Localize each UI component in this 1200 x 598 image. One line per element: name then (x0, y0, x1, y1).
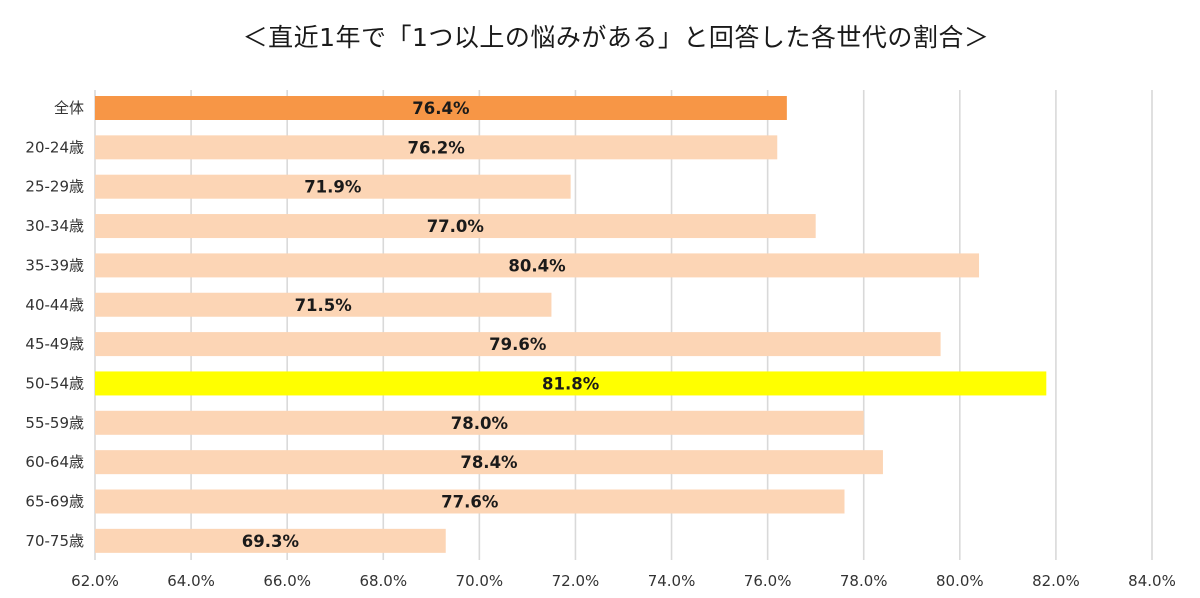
category-label: 20-24歳 (25, 138, 84, 156)
bar (95, 528, 446, 553)
data-label: 71.9% (304, 178, 362, 197)
category-label: 55-59歳 (25, 414, 84, 432)
category-label: 35-39歳 (25, 256, 84, 274)
category-label: 65-69歳 (25, 493, 84, 511)
bar (95, 214, 816, 239)
data-label: 71.5% (295, 296, 353, 315)
x-tick-label: 72.0% (552, 572, 600, 590)
x-tick-label: 62.0% (71, 572, 119, 590)
bar (95, 135, 778, 160)
x-tick-label: 84.0% (1128, 572, 1176, 590)
bar (95, 96, 787, 120)
x-tick-label: 78.0% (840, 572, 888, 590)
bar (95, 332, 941, 357)
x-tick-label: 66.0% (263, 572, 311, 590)
data-label: 69.3% (242, 532, 300, 551)
category-label: 40-44歳 (25, 296, 84, 314)
data-label: 77.0% (427, 217, 485, 236)
data-label: 78.0% (451, 414, 509, 433)
bar (95, 174, 571, 199)
x-tick-label: 70.0% (456, 572, 504, 590)
category-label: 全体 (54, 99, 84, 117)
x-tick-label: 80.0% (936, 572, 984, 590)
x-tick-label: 68.0% (359, 572, 407, 590)
category-label: 45-49歳 (25, 335, 84, 353)
category-label: 60-64歳 (25, 453, 84, 471)
bar (95, 371, 1047, 396)
bars (95, 96, 1047, 553)
data-label: 80.4% (508, 256, 566, 275)
data-label: 77.6% (441, 493, 499, 512)
gridlines (94, 90, 1153, 560)
x-tick-label: 76.0% (744, 572, 792, 590)
category-label: 30-34歳 (25, 217, 84, 235)
bar (95, 253, 980, 278)
data-label: 79.6% (489, 335, 547, 354)
category-label: 70-75歳 (25, 532, 84, 550)
x-tick-label: 74.0% (648, 572, 696, 590)
bar (95, 410, 864, 435)
labels: 62.0% 64.0% 66.0% 68.0% 70.0% 72.0% 74.0% 76.0%… (25, 99, 1175, 590)
data-label: 76.2% (407, 138, 465, 157)
chart-title: ＜直近1年で「1つ以上の悩みがある」と回答した各世代の割合＞ (242, 23, 990, 52)
data-label: 76.4% (412, 99, 470, 118)
bar (95, 292, 552, 317)
bar (95, 450, 883, 475)
category-label: 50-54歳 (25, 374, 84, 392)
data-label: 81.8% (542, 374, 600, 393)
data-label: 78.4% (460, 453, 518, 472)
x-tick-label: 64.0% (167, 572, 215, 590)
bar (95, 489, 845, 514)
x-tick-label: 82.0% (1032, 572, 1080, 590)
category-label: 25-29歳 (25, 178, 84, 196)
